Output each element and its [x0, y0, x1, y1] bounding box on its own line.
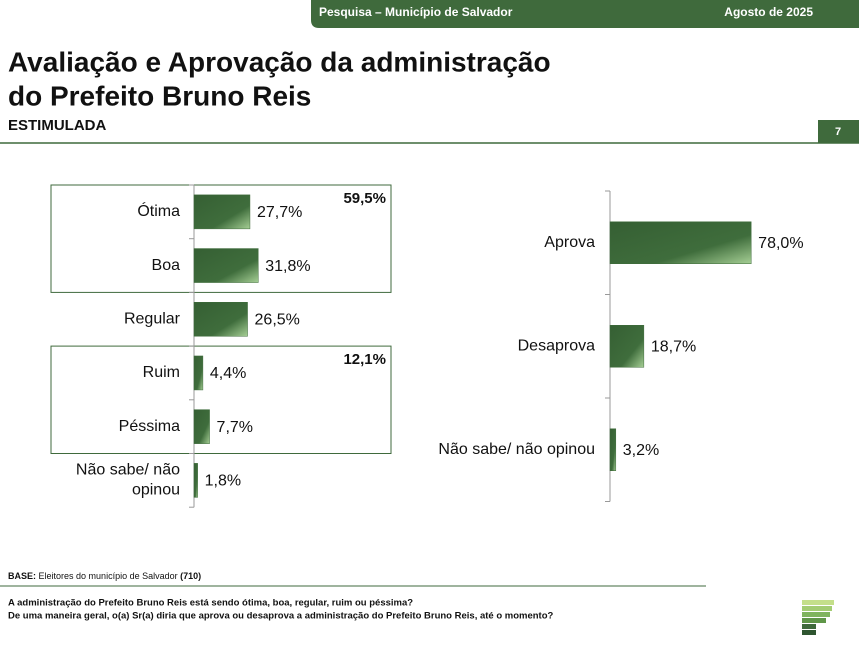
bar [193, 409, 210, 444]
category-label: Desaprova [518, 337, 595, 354]
category-label: Não sabe/ não [76, 462, 180, 479]
base-note: BASE: Eleitores do município de Salvador… [8, 571, 201, 581]
bar [609, 221, 752, 264]
value-label: 7,7% [217, 419, 253, 436]
value-label: 78,0% [758, 235, 803, 252]
question: De uma maneira geral, o(a) Sr(a) diria q… [8, 611, 554, 622]
base-text: Eleitores do município de Salvador [39, 571, 178, 581]
page-box [818, 120, 859, 143]
value-label: 18,7% [651, 338, 696, 355]
group-total: 59,5% [343, 190, 386, 207]
value-label: 27,7% [257, 204, 302, 221]
header-bar [311, 0, 859, 28]
bar [609, 325, 645, 368]
category-label: Não sabe/ não opinou [438, 441, 595, 458]
bar [193, 463, 198, 498]
value-label: 1,8% [205, 473, 241, 490]
question: A administração do Prefeito Bruno Reis e… [8, 598, 413, 609]
group-box [50, 184, 392, 293]
category-label: Regular [124, 310, 181, 327]
bar [193, 302, 248, 337]
base-label: BASE: [8, 571, 36, 581]
group-total: 12,1% [343, 351, 386, 368]
page-number: 7 [835, 126, 841, 138]
header-date: Agosto de 2025 [724, 5, 813, 19]
value-label: 3,2% [623, 442, 659, 459]
bar [193, 248, 259, 283]
bar [609, 428, 617, 471]
group-box [50, 345, 392, 455]
category-label: Ótima [137, 201, 180, 220]
subtitle: ESTIMULADA [8, 117, 106, 134]
value-label: 26,5% [255, 311, 300, 328]
value-label: 31,8% [265, 258, 310, 275]
base-n: (710) [180, 571, 201, 581]
title-line: do Prefeito Bruno Reis [8, 80, 311, 111]
bar [193, 194, 251, 230]
category-label: Ruim [143, 364, 180, 381]
header-survey: Pesquisa – Município de Salvador [319, 5, 513, 19]
category-label: Aprova [544, 234, 595, 251]
logo [802, 600, 834, 635]
category-label: Boa [152, 257, 181, 274]
category-label: opinou [132, 482, 180, 499]
category-label: Péssima [119, 418, 180, 435]
value-label: 4,4% [210, 365, 246, 382]
title-line: Avaliação e Aprovação da administração [8, 46, 551, 77]
bar [193, 355, 204, 391]
